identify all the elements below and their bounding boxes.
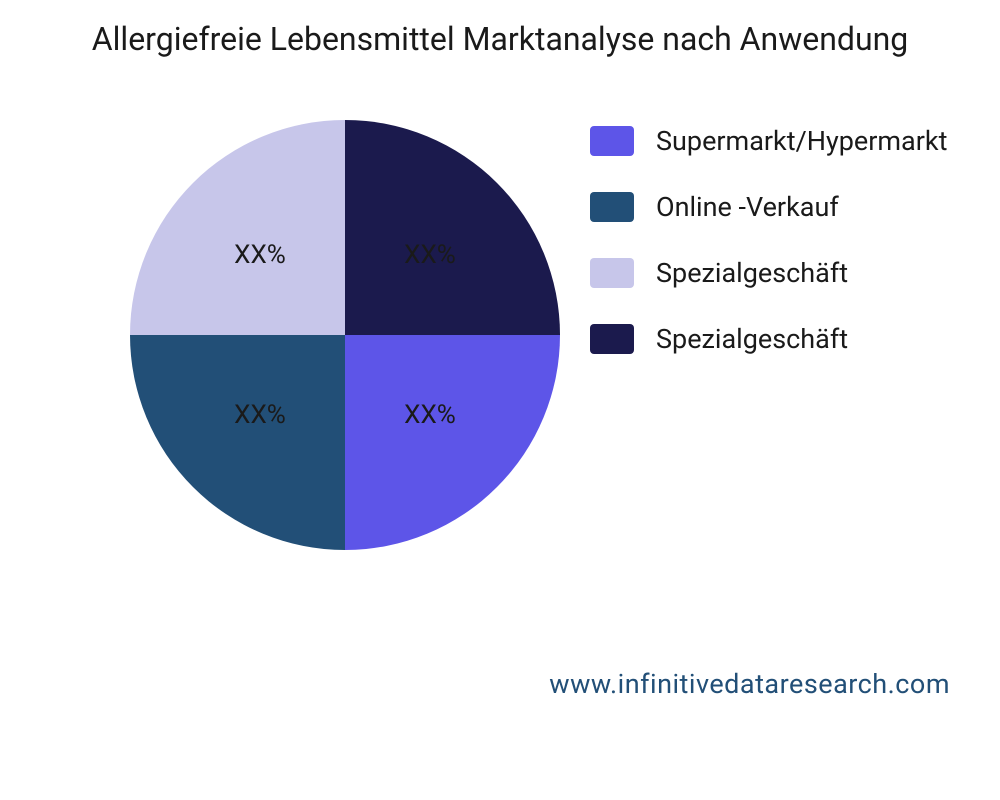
legend-swatch-0 (590, 126, 634, 156)
pie-slice-0 (345, 120, 560, 335)
pie-slice-2 (130, 335, 345, 550)
legend-swatch-2 (590, 258, 634, 288)
pie-slice-label-1: XX% (404, 400, 456, 430)
legend-label-2: Spezialgeschäft (656, 257, 848, 289)
legend-swatch-3 (590, 324, 634, 354)
legend-label-0: Supermarkt/Hypermarkt (656, 125, 947, 157)
legend-label-3: Spezialgeschäft (656, 323, 848, 355)
legend: Supermarkt/Hypermarkt Online -Verkauf Spez… (590, 125, 947, 389)
pie-slice-label-3: XX% (234, 240, 286, 270)
pie-slice-1 (345, 335, 560, 550)
chart-area: XX% XX% XX% XX% Supermarkt/Hypermarkt Online… (0, 110, 1000, 660)
footer-link[interactable]: www.infinitivedataresearch.com (549, 668, 950, 700)
pie-slice-label-2: XX% (234, 400, 286, 430)
pie-chart: XX% XX% XX% XX% (130, 120, 560, 550)
legend-item-2: Spezialgeschäft (590, 257, 947, 289)
chart-title: Allergiefreie Lebensmittel Marktanalyse … (0, 0, 1000, 58)
legend-label-1: Online -Verkauf (656, 191, 839, 223)
pie-slice-label-0: XX% (404, 240, 456, 270)
legend-item-3: Spezialgeschäft (590, 323, 947, 355)
legend-swatch-1 (590, 192, 634, 222)
pie-svg (130, 120, 560, 550)
legend-item-1: Online -Verkauf (590, 191, 947, 223)
legend-item-0: Supermarkt/Hypermarkt (590, 125, 947, 157)
pie-slice-3 (130, 120, 345, 335)
